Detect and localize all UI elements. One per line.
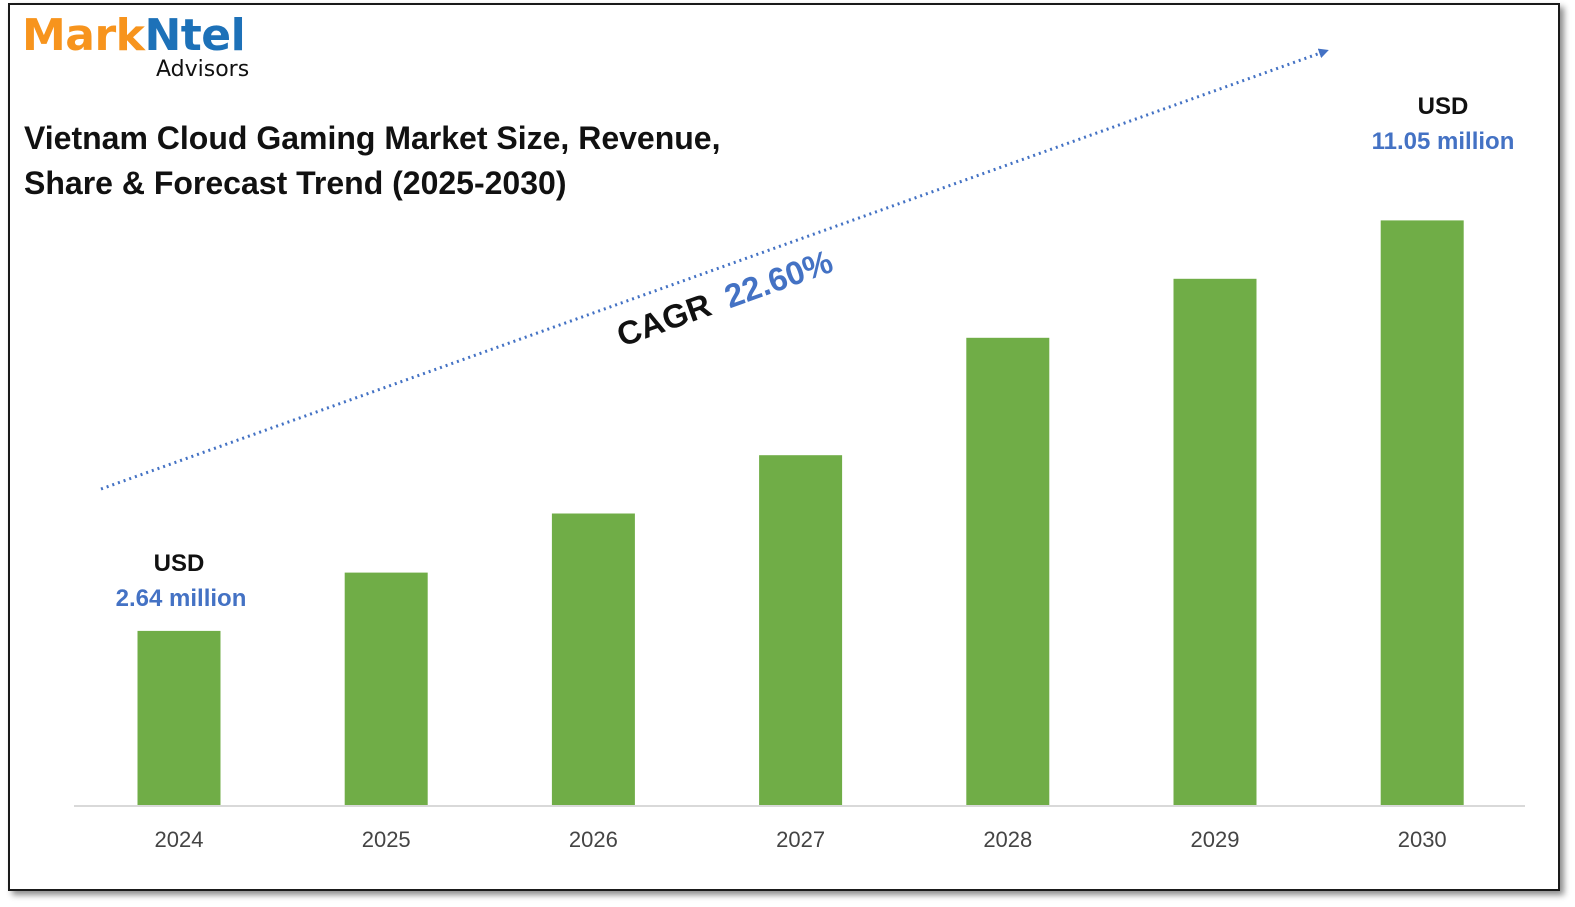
x-tick-label-2025: 2025 bbox=[362, 827, 411, 852]
x-tick-label-2028: 2028 bbox=[983, 827, 1032, 852]
x-tick-label-2029: 2029 bbox=[1191, 827, 1240, 852]
bar-2026 bbox=[551, 513, 635, 806]
bar-2028 bbox=[966, 337, 1050, 806]
trend-arrow bbox=[100, 48, 1329, 491]
chart-title-line-1: Vietnam Cloud Gaming Market Size, Revenu… bbox=[24, 120, 721, 156]
bar-2025 bbox=[344, 572, 428, 806]
x-axis-ticks: 2024 2025 2026 2027 2028 2029 2030 bbox=[155, 827, 1447, 852]
bar-2029 bbox=[1173, 278, 1257, 806]
end-annotation-currency: USD bbox=[1418, 93, 1469, 120]
start-annotation-value: 2.64 million bbox=[116, 585, 247, 612]
chart-title: Vietnam Cloud Gaming Market Size, Revenu… bbox=[24, 116, 784, 206]
x-tick-label-2026: 2026 bbox=[569, 827, 618, 852]
logo-ntel-text: Ntel bbox=[144, 10, 246, 61]
logo-subtitle: Advisors bbox=[156, 57, 250, 82]
bar-2024 bbox=[137, 630, 221, 806]
cagr-prefix: CAGR bbox=[612, 286, 716, 354]
end-annotation-value: 11.05 million bbox=[1372, 128, 1515, 155]
cagr-value: 22.60% bbox=[720, 242, 838, 315]
logo-mark-text: Mark bbox=[22, 10, 145, 61]
marknetel-logo: MarkNtel Advisors bbox=[22, 10, 249, 82]
bar-2027 bbox=[759, 455, 843, 806]
start-annotation-currency: USD bbox=[154, 550, 205, 577]
bars-layer bbox=[137, 220, 1464, 806]
x-tick-label-2027: 2027 bbox=[776, 827, 825, 852]
chart-title-line-2: Share & Forecast Trend (2025-2030) bbox=[24, 165, 567, 201]
logo-wordmark: MarkNtel bbox=[22, 10, 246, 62]
bar-2030 bbox=[1380, 220, 1464, 806]
x-tick-label-2024: 2024 bbox=[155, 827, 204, 852]
cagr-label: CAGR 22.60% bbox=[612, 242, 838, 353]
x-tick-label-2030: 2030 bbox=[1398, 827, 1447, 852]
